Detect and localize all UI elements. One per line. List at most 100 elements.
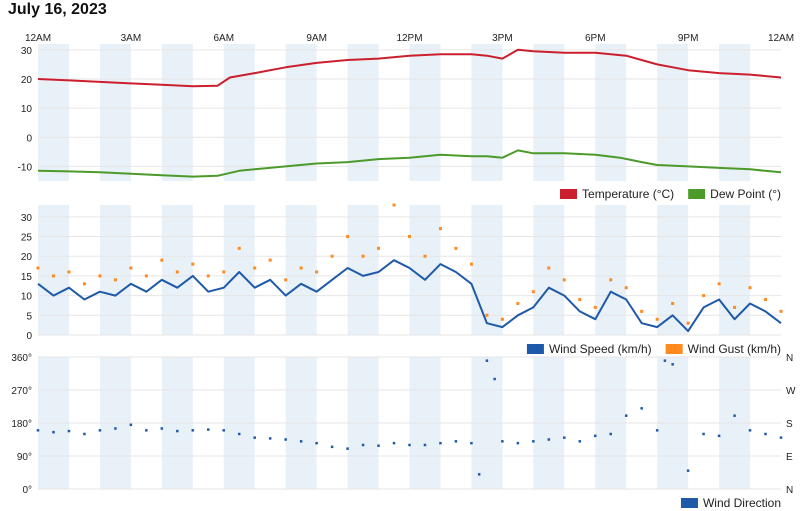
wind-direction-point [377, 444, 380, 447]
wind-direction-point [52, 430, 55, 434]
wind-gust-point [237, 246, 241, 250]
wind-gust-point [191, 262, 195, 266]
y-tick-label: 15 [21, 272, 33, 283]
time-band [161, 205, 193, 335]
wind-gust-point [377, 246, 381, 250]
y-right-tick-label: S [786, 419, 793, 430]
wind-direction-point [237, 432, 241, 436]
wind-direction-point [547, 438, 551, 441]
time-tick-label: 6PM [585, 33, 606, 44]
y-tick-label: 10 [21, 292, 33, 303]
wind-gust-point [500, 317, 504, 321]
y-tick-label: 20 [21, 252, 33, 263]
wind-direction-point [501, 440, 504, 443]
wind-gust-point [733, 305, 737, 309]
time-tick-label: 9AM [306, 33, 327, 44]
wind-gust-point [469, 262, 473, 266]
dew-point-line [37, 149, 782, 178]
time-band [533, 44, 565, 181]
y-tick-label: 180° [11, 419, 32, 430]
legend-label: Wind Gust (km/h) [688, 342, 781, 356]
time-band [99, 44, 131, 181]
wind-direction-point [330, 445, 334, 449]
wind-gust-point [284, 278, 288, 282]
wind-direction-point [532, 440, 535, 443]
wind-direction-point [493, 377, 496, 381]
wind-direction-point [315, 441, 318, 445]
wind-direction-point [485, 359, 489, 362]
y-tick-label: 25 [21, 233, 33, 244]
time-tick-label: 6AM [213, 33, 234, 44]
time-tick-label: 12AM [25, 33, 51, 44]
wind-direction-point [563, 436, 566, 439]
wind-gust-point [779, 309, 783, 313]
wind-gust-point [361, 254, 365, 258]
time-band [223, 44, 255, 181]
wind-direction-panel: 360° 270° 180° 90° 0° N W S E N Wind Direction [11, 353, 796, 510]
wind-gust-point [268, 258, 272, 262]
wind-gust-point [222, 270, 226, 274]
legend-swatch [560, 189, 578, 199]
time-tick-label: 3PM [492, 33, 513, 44]
wind-gust-point [671, 301, 675, 305]
wind-direction-point [36, 429, 40, 432]
time-band [471, 205, 503, 335]
wind-gust-point [330, 254, 334, 258]
wind-direction-point [160, 427, 164, 430]
wind-direction-point [145, 429, 148, 432]
legend-swatch [526, 344, 544, 354]
time-band [533, 205, 565, 335]
y-right-tick-label: E [786, 452, 793, 463]
wind-direction-point [222, 429, 225, 432]
y-tick-label: 5 [26, 311, 32, 322]
wind-direction-point [129, 423, 133, 427]
wind-gust-point [640, 309, 644, 313]
wind-direction-point [83, 432, 86, 436]
wind-gust-point [175, 270, 179, 274]
wind-direction-point [454, 440, 458, 443]
time-bands [38, 44, 751, 489]
wind-gust-point [686, 321, 690, 325]
wind-gust-point [454, 246, 458, 250]
time-band [471, 44, 503, 181]
legend-swatch [680, 498, 698, 508]
legend-label: Temperature (°C) [582, 187, 674, 201]
wind-direction-point [361, 443, 365, 447]
wind-direction-point [686, 469, 690, 472]
wind-direction-point [516, 441, 520, 445]
wind-direction-point [717, 434, 721, 438]
wind-gust-point [547, 266, 551, 270]
y-tick-label: 30 [21, 213, 33, 224]
wind-gust-point [531, 290, 535, 294]
wind-gust-point [408, 235, 411, 239]
wind-direction-point [779, 436, 783, 439]
y-tick-label: -10 [18, 162, 33, 173]
wind-gust-point [144, 274, 148, 278]
y-tick-label: 10 [21, 104, 33, 115]
time-band [347, 44, 379, 181]
page-title: July 16, 2023 [8, 1, 107, 18]
wind-direction-point [477, 473, 481, 476]
wind-direction-point [346, 447, 349, 450]
time-axis: 12AM 3AM 6AM 9AM 12PM 3PM 6PM 9PM 12AM [25, 33, 794, 44]
wind-direction-point [176, 429, 179, 433]
wind-direction-point [671, 363, 674, 366]
wind-gust-point [655, 317, 659, 321]
wind-gust-point [609, 278, 613, 282]
wind-gust-point [129, 266, 133, 270]
legend-label: Wind Direction [703, 496, 781, 510]
wind-direction-point [764, 432, 767, 436]
time-band [595, 44, 627, 181]
wind-direction-point [299, 440, 303, 443]
y-right-tick-label: W [786, 386, 796, 397]
wind-direction-point [408, 443, 411, 447]
wind-gust-point [764, 298, 768, 302]
time-band [409, 44, 441, 181]
wind-direction-point [748, 429, 752, 432]
wind-direction-point [655, 429, 659, 432]
wind-direction-point [67, 429, 71, 433]
wind-gust-point [438, 227, 442, 231]
wind-gust-point [624, 286, 628, 290]
time-tick-label: 9PM [678, 33, 699, 44]
y-right-tick-label: N [786, 353, 793, 364]
